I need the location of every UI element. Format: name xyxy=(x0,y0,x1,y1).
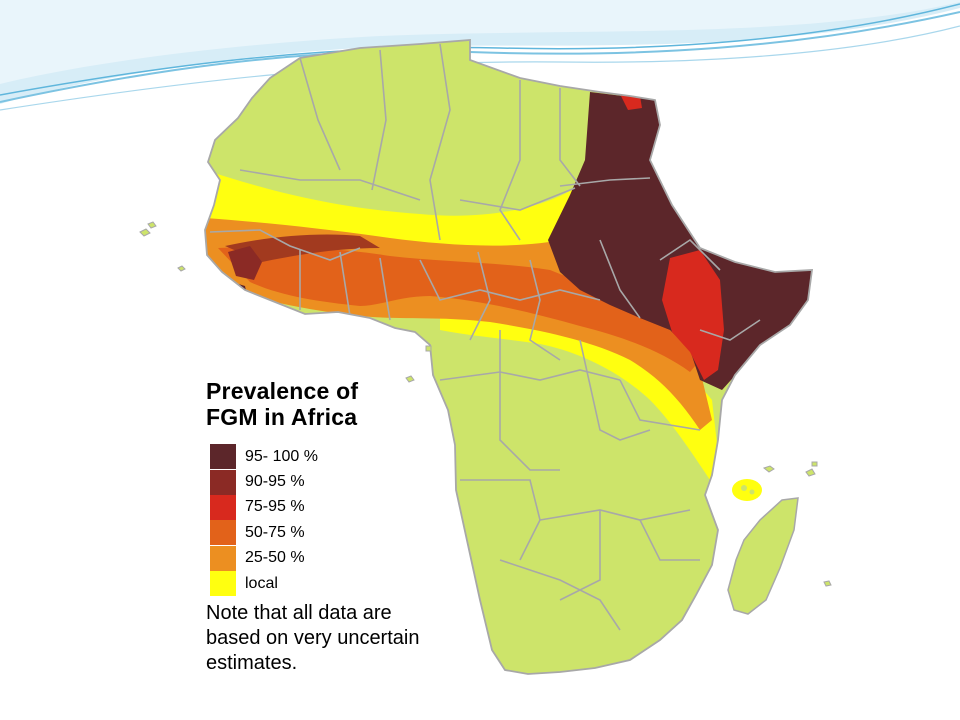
zone-75-95-east xyxy=(662,250,724,380)
legend-item: 75-95 % xyxy=(210,494,446,520)
legend-label: 25-50 % xyxy=(245,549,305,567)
legend-item: 95- 100 % xyxy=(210,444,446,470)
swoosh-line-2 xyxy=(0,3,960,96)
legend-item: 90-95 % xyxy=(210,469,446,495)
comoros-local-zone xyxy=(732,479,762,501)
zone-95-100-northeast xyxy=(548,92,812,390)
legend-label: local xyxy=(245,574,278,592)
comoros-island xyxy=(749,489,755,495)
legend-label: 90-95 % xyxy=(245,473,305,491)
legend-swatch xyxy=(210,469,236,495)
zone-50-75 xyxy=(218,246,700,372)
country-borders xyxy=(209,43,761,631)
legend-items: 95- 100 % 90-95 % 75-95 % 50-75 % 25-50 % loc… xyxy=(210,444,446,597)
prevalence-zones xyxy=(205,92,812,480)
seychelles-islands xyxy=(762,461,818,477)
zone-90-95 xyxy=(228,246,262,280)
zone-75-95-west xyxy=(225,234,380,262)
legend-swatch xyxy=(210,520,236,546)
map-legend: Prevalence of FGM in Africa 95- 100 % 90-… xyxy=(206,378,446,676)
legend-swatch xyxy=(210,571,236,597)
swoosh-line-3 xyxy=(0,25,960,111)
legend-label: 50-75 % xyxy=(245,523,305,541)
legend-item: 25-50 % xyxy=(210,545,446,571)
zone-75-95-egypt-tip xyxy=(620,94,642,110)
legend-label: 75-95 % xyxy=(245,498,305,516)
legend-title-line-1: Prevalence of xyxy=(206,378,359,404)
legend-title: Prevalence of FGM in Africa xyxy=(206,378,446,430)
mauritius-island xyxy=(823,580,832,587)
legend-item: local xyxy=(210,571,446,597)
swoosh-band-mid xyxy=(0,0,960,84)
legend-title-line-2: FGM in Africa xyxy=(206,404,358,430)
legend-swatch xyxy=(210,545,236,571)
comoros-island xyxy=(741,485,747,491)
canary-islands xyxy=(139,221,157,237)
legend-swatch xyxy=(210,494,236,520)
legend-note: Note that all data are based on very unc… xyxy=(206,602,420,675)
madagascar xyxy=(727,497,799,615)
sao-tome-island xyxy=(405,345,432,383)
cape-verde-islands xyxy=(177,265,186,272)
legend-item: 50-75 % xyxy=(210,520,446,546)
legend-label: 95- 100 % xyxy=(245,447,318,465)
legend-swatch xyxy=(210,444,236,470)
